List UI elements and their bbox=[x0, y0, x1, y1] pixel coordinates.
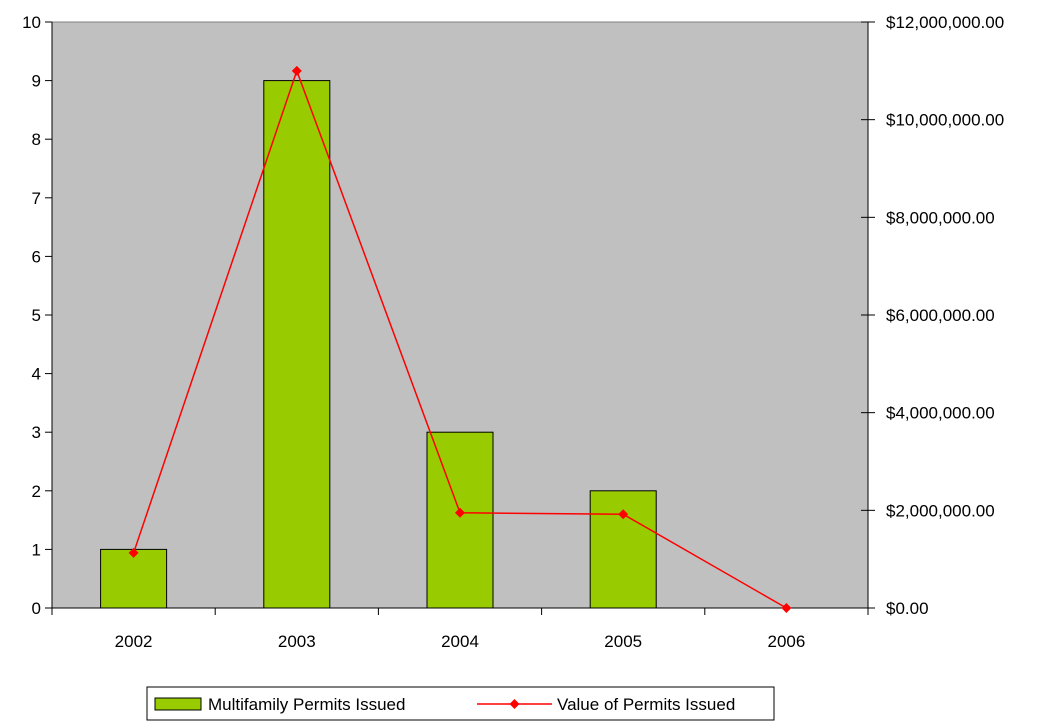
left-tick-label: 10 bbox=[22, 13, 41, 32]
left-tick-label: 5 bbox=[32, 306, 41, 325]
left-tick-label: 2 bbox=[32, 482, 41, 501]
right-tick-label: $10,000,000.00 bbox=[886, 111, 1004, 130]
right-tick-label: $2,000,000.00 bbox=[886, 501, 995, 520]
bar-2003 bbox=[263, 80, 331, 609]
x-tick-label: 2004 bbox=[441, 632, 479, 651]
legend-box bbox=[146, 686, 775, 721]
legend-bar-swatch bbox=[154, 697, 202, 711]
right-tick-label: $12,000,000.00 bbox=[886, 13, 1004, 32]
legend-label-bars: Multifamily Permits Issued bbox=[208, 695, 405, 714]
left-tick-label: 7 bbox=[32, 189, 41, 208]
bar-2002 bbox=[100, 548, 168, 609]
bar-2005 bbox=[589, 490, 657, 609]
legend-line-marker bbox=[509, 699, 520, 709]
left-tick-label: 8 bbox=[32, 130, 41, 149]
bars-layer bbox=[100, 80, 657, 609]
right-tick-label: $6,000,000.00 bbox=[886, 306, 995, 325]
legend-label-line: Value of Permits Issued bbox=[557, 695, 735, 714]
x-tick-label: 2003 bbox=[278, 632, 316, 651]
right-tick-label: $4,000,000.00 bbox=[886, 404, 995, 423]
right-tick-label: $8,000,000.00 bbox=[886, 208, 995, 227]
line-layer bbox=[128, 65, 792, 613]
value-marker-2003 bbox=[291, 65, 302, 76]
x-tick-label: 2005 bbox=[604, 632, 642, 651]
bar-2004 bbox=[426, 431, 494, 609]
x-tick-label: 2006 bbox=[767, 632, 805, 651]
value-marker-2002 bbox=[128, 547, 139, 558]
value-marker-2004 bbox=[455, 507, 465, 518]
right-tick-label: $0.00 bbox=[886, 599, 929, 618]
left-tick-label: 9 bbox=[32, 72, 41, 91]
left-tick-label: 1 bbox=[32, 540, 41, 559]
legend: Multifamily Permits Issued Value of Perm… bbox=[146, 686, 775, 721]
value-marker-2005 bbox=[618, 509, 629, 520]
left-tick-label: 3 bbox=[32, 423, 41, 442]
left-tick-label: 4 bbox=[32, 365, 41, 384]
left-tick-label: 0 bbox=[32, 599, 41, 618]
value-marker-2006 bbox=[781, 603, 792, 613]
axes-layer: 0 1 2 3 4 5 6 7 8 9 10 $0.00 $2,000,000.00 $4,000,000… bbox=[22, 13, 1004, 651]
x-tick-label: 2002 bbox=[115, 632, 153, 651]
left-tick-label: 6 bbox=[32, 247, 41, 266]
